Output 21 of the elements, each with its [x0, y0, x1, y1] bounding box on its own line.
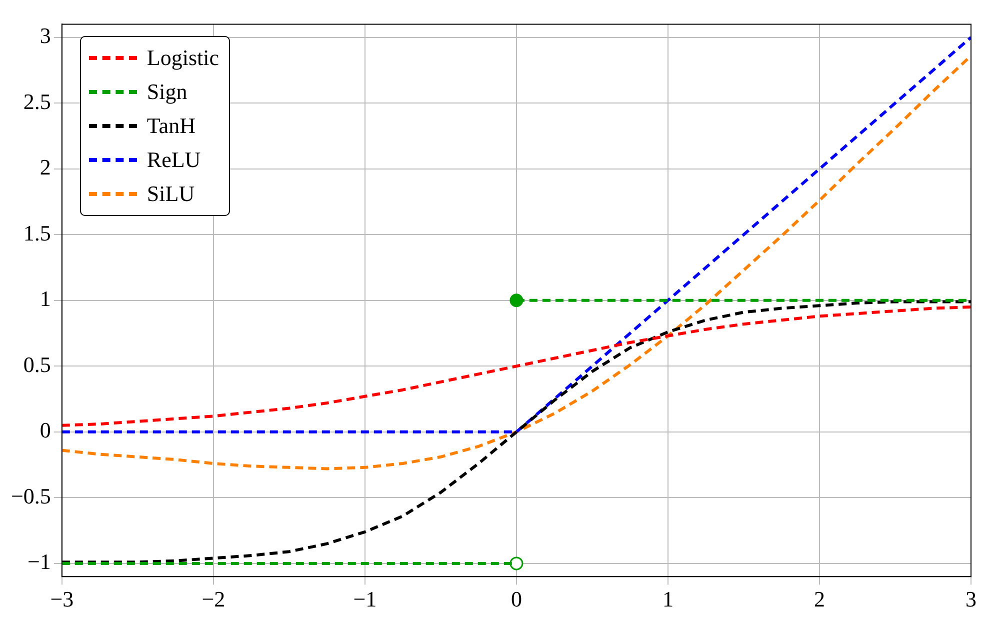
x-tick-label: −2 [202, 586, 226, 612]
y-tick-label: 3 [40, 23, 51, 48]
y-tick-label: 0.5 [23, 352, 51, 377]
y-tick-label: 0 [40, 418, 51, 443]
y-tick-label: 1.5 [23, 220, 51, 246]
x-tick-label: 3 [966, 586, 976, 612]
x-tick-label: −1 [353, 586, 377, 612]
legend-label: Sign [146, 78, 188, 106]
x-tick-label: 1 [662, 586, 674, 612]
legend-label: Logistic [146, 44, 220, 72]
legend-label: SiLU [146, 180, 195, 208]
legend-label: TanH [146, 112, 196, 140]
x-tick-label: 0 [510, 586, 522, 612]
x-tick-label: −3 [50, 586, 74, 612]
y-tick-label: 2 [40, 154, 51, 180]
x-tick-label: 2 [814, 586, 825, 612]
y-tick-label: 2.5 [23, 88, 51, 114]
y-tick-label: −0.5 [10, 483, 51, 508]
legend-label: ReLU [146, 146, 201, 174]
y-tick-label: −1 [27, 549, 51, 574]
y-tick-label: 1 [40, 286, 51, 312]
